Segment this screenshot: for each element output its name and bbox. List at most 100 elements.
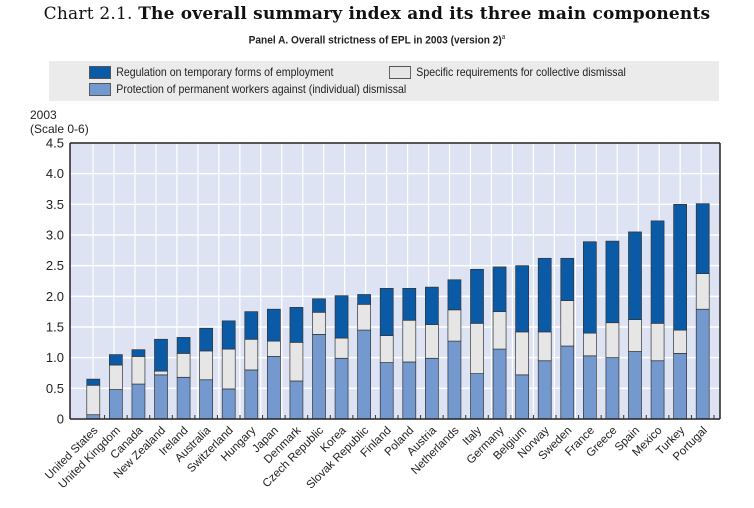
bar-segment-temporary (560, 257, 575, 301)
bar-segment-permanent (628, 351, 642, 420)
bar-segment-temporary (379, 288, 394, 336)
bar-segment-temporary (470, 268, 484, 324)
bar-segment-permanent (267, 356, 281, 420)
bar-segment-permanent (199, 379, 213, 420)
y-tick-label: 3.5 (46, 197, 64, 212)
bar-segment-permanent (537, 360, 552, 420)
bar-segment-temporary (357, 294, 371, 305)
bar-segment-temporary (583, 241, 597, 334)
chart-subtitle-text: Panel A. Overall strictness of EPL in 20… (248, 34, 502, 47)
bar-segment-temporary (176, 337, 191, 354)
y-tick-label: 2.5 (46, 258, 64, 273)
bar-segment-temporary (334, 295, 349, 339)
bar-segment-collective (447, 309, 462, 342)
bar-segment-collective (131, 356, 146, 385)
y-tick-label: 1.0 (46, 350, 64, 365)
bar-segment-permanent (176, 376, 191, 420)
bar-segment-permanent (515, 374, 529, 420)
bar-segment-permanent (379, 362, 394, 420)
chart-number: Chart 2.1. (43, 4, 133, 24)
bar-segment-temporary (492, 266, 507, 313)
legend-label: Specific requirements for collective dis… (416, 65, 626, 79)
bar-segment-permanent (560, 345, 575, 420)
bar-segment-collective (334, 337, 349, 359)
bar-segment-collective (289, 341, 304, 382)
bar-segment-collective (673, 329, 687, 354)
bar-segment-collective (312, 311, 326, 335)
y-tick-label: 4.0 (46, 166, 64, 181)
bar-segment-permanent (334, 357, 349, 420)
legend-swatch-permanent (89, 82, 111, 96)
footnote-marker: a (501, 34, 506, 41)
bar-segment-collective (515, 331, 529, 376)
bar-segment-temporary (289, 307, 304, 343)
y-tick-label: 0.5 (46, 381, 64, 396)
bar-segment-permanent (131, 383, 146, 420)
legend-swatch-collective (389, 65, 411, 79)
bar-segment-collective (402, 319, 417, 363)
y-tick-label: 3.0 (46, 228, 64, 243)
bar-segment-temporary (425, 286, 439, 325)
bar-segment-collective (221, 348, 236, 390)
bar-segment-permanent (492, 348, 507, 420)
chart-title: Chart 2.1. The overall summary index and… (0, 4, 754, 24)
bar-segment-collective (176, 353, 191, 378)
bar-segment-collective (244, 338, 259, 371)
bar-segment-permanent (695, 308, 710, 420)
bar-segment-temporary (673, 203, 687, 331)
bar-segment-temporary (131, 349, 146, 357)
legend-swatch-temporary (89, 65, 111, 79)
bar-segment-permanent (583, 355, 597, 420)
legend: Regulation on temporary forms of employm… (49, 61, 719, 101)
bar-segment-collective (357, 303, 371, 331)
bar-segment-temporary (537, 257, 552, 333)
y-tick-label: 2.0 (46, 289, 64, 304)
legend-item-temporary: Regulation on temporary forms of employm… (89, 65, 333, 79)
bar-segment-temporary (109, 354, 123, 366)
chart-subtitle: Panel A. Overall strictness of EPL in 20… (30, 34, 724, 47)
bar-segment-collective (199, 350, 213, 381)
bar-segment-permanent (154, 374, 168, 420)
bar-segment-temporary (154, 338, 168, 372)
legend-item-permanent: Protection of permanent workers against … (89, 82, 406, 96)
bar-segment-permanent (447, 340, 462, 420)
y-axis-title-line1: 2003 (30, 108, 57, 122)
bar-segment-collective (583, 332, 597, 357)
y-tick-label: 1.5 (46, 320, 64, 335)
chart-title-text: The overall summary index and its three … (138, 4, 711, 24)
bar-segment-collective (560, 300, 575, 347)
bar-segment-collective (695, 273, 710, 310)
bar-segment-temporary (447, 279, 462, 311)
bar-segment-collective (537, 331, 552, 362)
bar-segment-collective (492, 311, 507, 350)
bar-segment-collective (425, 324, 439, 359)
bar-segment-collective (470, 322, 484, 374)
y-tick-label: 4.5 (46, 136, 64, 151)
bar-segment-collective (86, 384, 101, 416)
bar-segment-temporary (695, 203, 710, 274)
bar-segment-permanent (289, 380, 304, 420)
y-tick-label: 0 (57, 412, 64, 427)
bar-segment-permanent (425, 357, 439, 420)
bar-segment-collective (628, 319, 642, 352)
bar-segment-collective (605, 322, 620, 359)
bar-segment-temporary (605, 240, 620, 324)
bar-segment-collective (154, 370, 168, 376)
bar-segment-permanent (357, 329, 371, 420)
bar-segment-temporary (244, 311, 259, 340)
bar-segment-permanent (109, 389, 123, 420)
bar-segment-collective (650, 322, 665, 362)
legend-label: Regulation on temporary forms of employm… (116, 65, 334, 79)
bar-segment-permanent (650, 360, 665, 420)
bar-segment-temporary (312, 298, 326, 313)
bar-segment-permanent (673, 353, 687, 420)
bar-segment-temporary (221, 320, 236, 350)
bar-segment-temporary (199, 327, 213, 352)
bar-segment-collective (267, 340, 281, 357)
bar-segment-temporary (267, 308, 281, 342)
bar-segment-permanent (605, 357, 620, 420)
legend-item-collective: Specific requirements for collective dis… (389, 65, 626, 79)
bar-segment-temporary (650, 220, 665, 324)
bar-segment-temporary (86, 378, 101, 386)
bar-segment-permanent (221, 388, 236, 420)
